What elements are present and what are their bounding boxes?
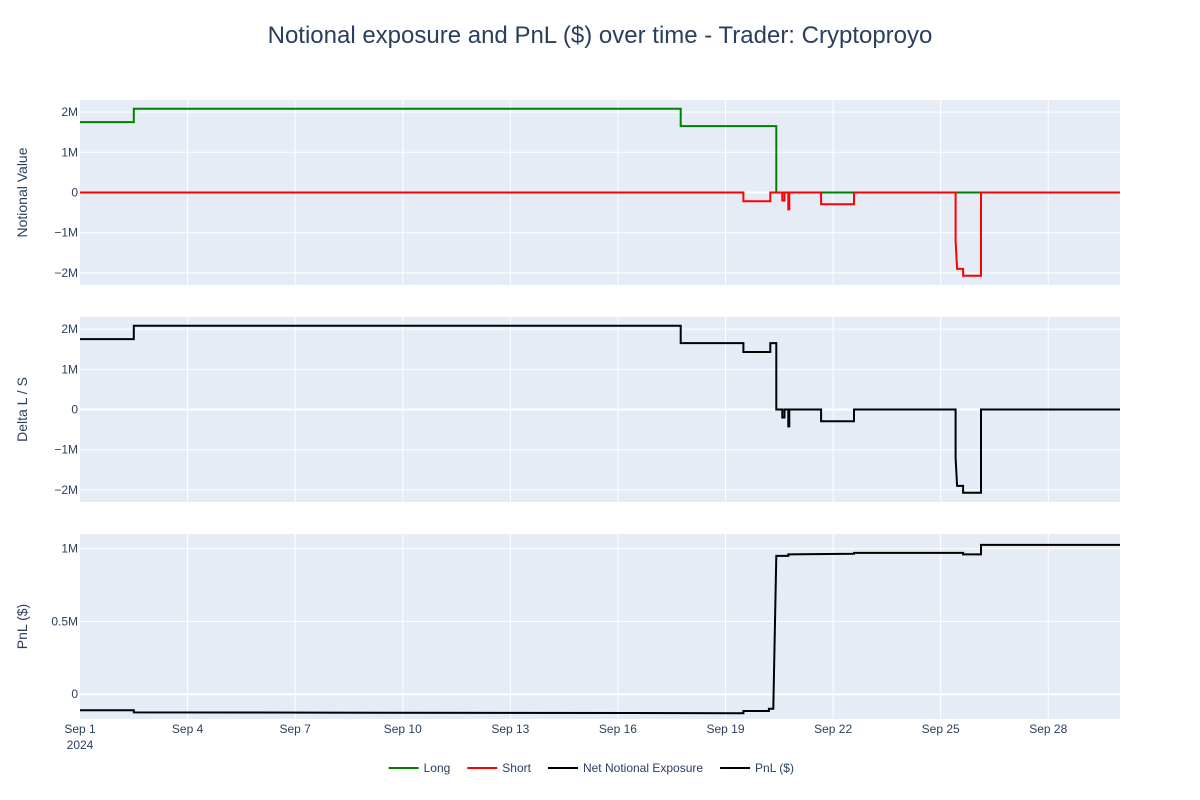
legend-item-net-notional-exposure[interactable]: Net Notional Exposure — [583, 761, 703, 775]
x-tick-sublabel: 2024 — [67, 738, 94, 752]
y-tick-label: −1M — [54, 443, 78, 457]
legend-item-short[interactable]: Short — [502, 761, 531, 775]
x-tick-label: Sep 19 — [706, 722, 744, 736]
y-axis-label-3: PnL ($) — [14, 604, 30, 649]
y-tick-label: 0 — [71, 403, 78, 417]
y-tick-label: 1M — [61, 362, 78, 376]
legend-item-pnl[interactable]: PnL ($) — [755, 761, 794, 775]
chart-title: Notional exposure and PnL ($) over time … — [267, 22, 933, 49]
x-tick-label: Sep 13 — [491, 722, 529, 736]
y-tick-label: 1M — [61, 145, 78, 159]
y-tick-label: −1M — [54, 226, 78, 240]
x-tick-label: Sep 1 — [64, 722, 96, 736]
y-tick-label: 2M — [61, 322, 78, 336]
y-tick-label: 0 — [71, 186, 78, 200]
y-axis-label-2: Delta L / S — [14, 377, 30, 442]
y-tick-label: −2M — [54, 483, 78, 497]
y-tick-label: 0.5M — [51, 614, 78, 628]
x-tick-label: Sep 25 — [922, 722, 960, 736]
y-tick-label: 1M — [61, 542, 78, 556]
y-tick-label: −2M — [54, 266, 78, 280]
y-axis-label-1: Notional Value — [14, 147, 30, 237]
x-tick-label: Sep 16 — [599, 722, 637, 736]
x-tick-label: Sep 22 — [814, 722, 852, 736]
y-tick-label: 0 — [71, 687, 78, 701]
series-line-net-notional-exposure — [80, 324, 1120, 494]
legend-item-long[interactable]: Long — [424, 761, 451, 775]
y-tick-label: 2M — [61, 105, 78, 119]
series-line-pnl — [80, 543, 1120, 715]
series-line-short — [80, 191, 1120, 277]
x-tick-label: Sep 7 — [279, 722, 311, 736]
x-tick-label: Sep 10 — [384, 722, 422, 736]
series-line-long — [80, 107, 1120, 194]
x-tick-label: Sep 4 — [172, 722, 204, 736]
plot-area-3 — [80, 534, 1120, 719]
x-tick-label: Sep 28 — [1029, 722, 1067, 736]
